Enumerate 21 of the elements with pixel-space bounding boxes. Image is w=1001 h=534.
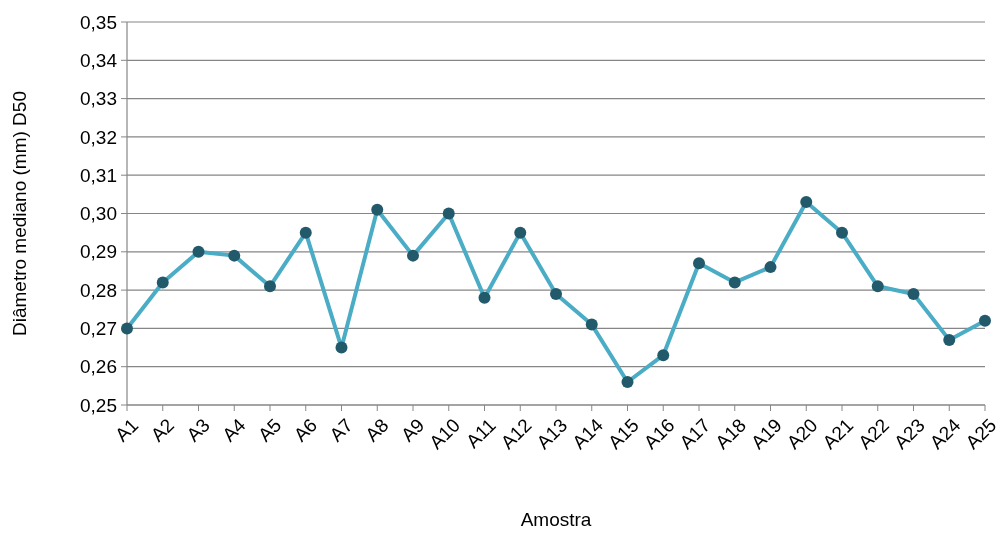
y-tick-label: 0,33 — [80, 88, 117, 110]
y-tick-label: 0,35 — [80, 11, 117, 33]
x-tick-label: A7 — [325, 414, 357, 446]
y-tick-label: 0,28 — [80, 279, 117, 301]
x-tick-label: A8 — [361, 414, 393, 446]
x-tick-label: A4 — [218, 414, 250, 446]
y-tick-label: 0,26 — [80, 356, 117, 378]
x-tick-label: A6 — [289, 414, 321, 446]
x-axis-title: Amostra — [520, 509, 592, 530]
y-tick-label: 0,30 — [80, 203, 117, 225]
y-tick-label: 0,29 — [80, 241, 117, 263]
x-tick-label: A1 — [110, 414, 143, 446]
y-tick-label: 0,31 — [80, 164, 117, 186]
y-tick-label: 0,34 — [80, 49, 118, 71]
y-tick-label: 0,27 — [80, 318, 117, 340]
y-tick-label: 0,32 — [80, 126, 117, 148]
x-tick-label: A2 — [146, 414, 178, 446]
y-tick-label: 0,25 — [80, 394, 117, 416]
x-tick-label: A3 — [182, 414, 214, 446]
x-tick-label: A5 — [253, 414, 286, 446]
y-axis-title: Diâmetro mediano (mm) D50 — [9, 91, 30, 336]
